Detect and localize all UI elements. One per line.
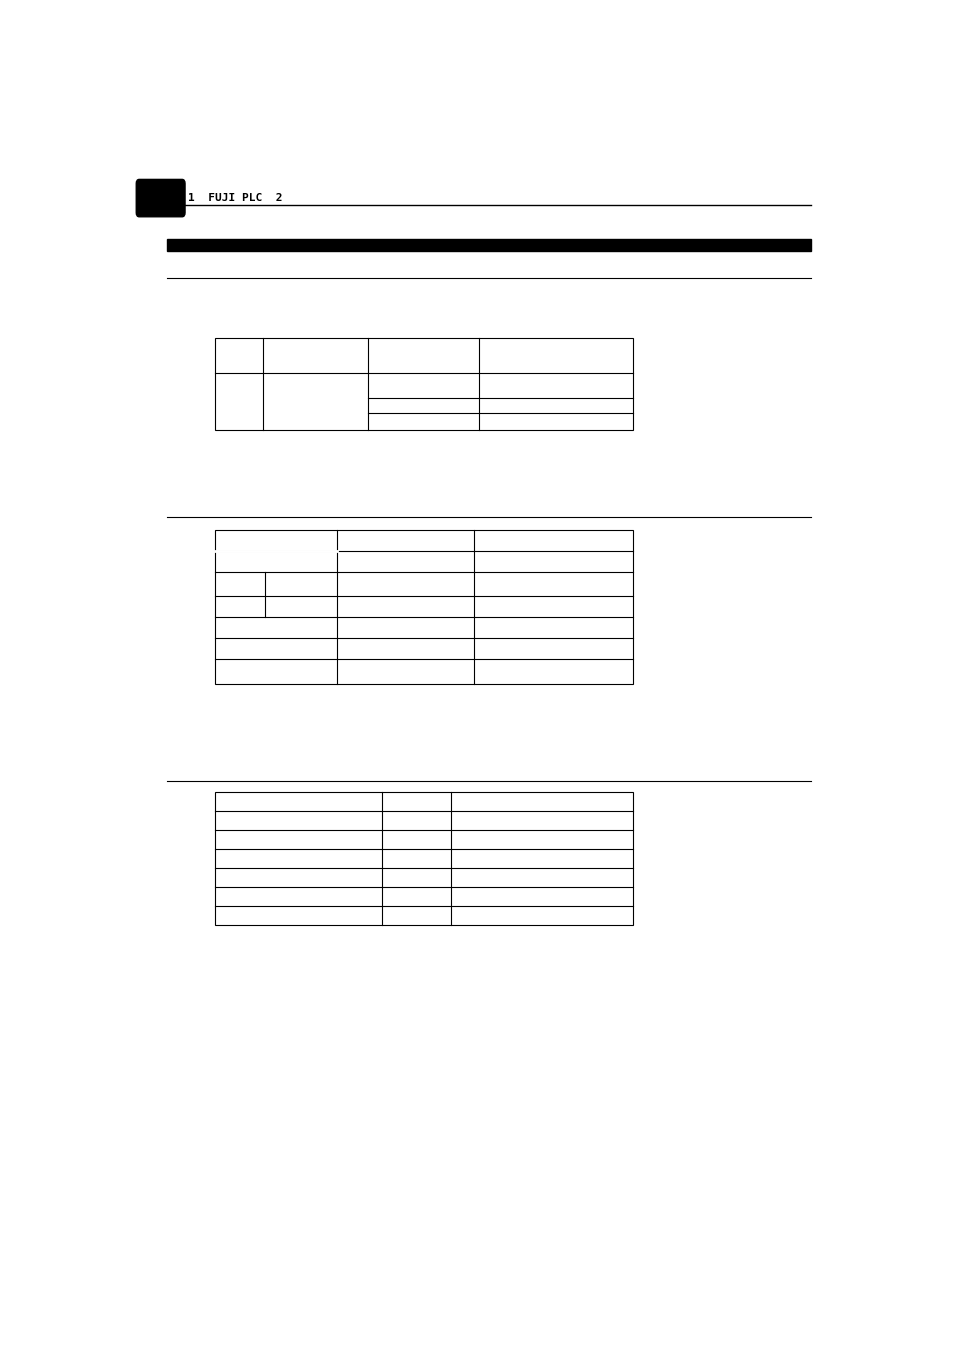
Bar (167, 239, 810, 251)
FancyBboxPatch shape (136, 179, 185, 217)
Bar (215, 530, 633, 683)
Text: 1  FUJI PLC  2: 1 FUJI PLC 2 (188, 193, 282, 204)
Bar (215, 338, 633, 430)
Bar (215, 791, 633, 925)
